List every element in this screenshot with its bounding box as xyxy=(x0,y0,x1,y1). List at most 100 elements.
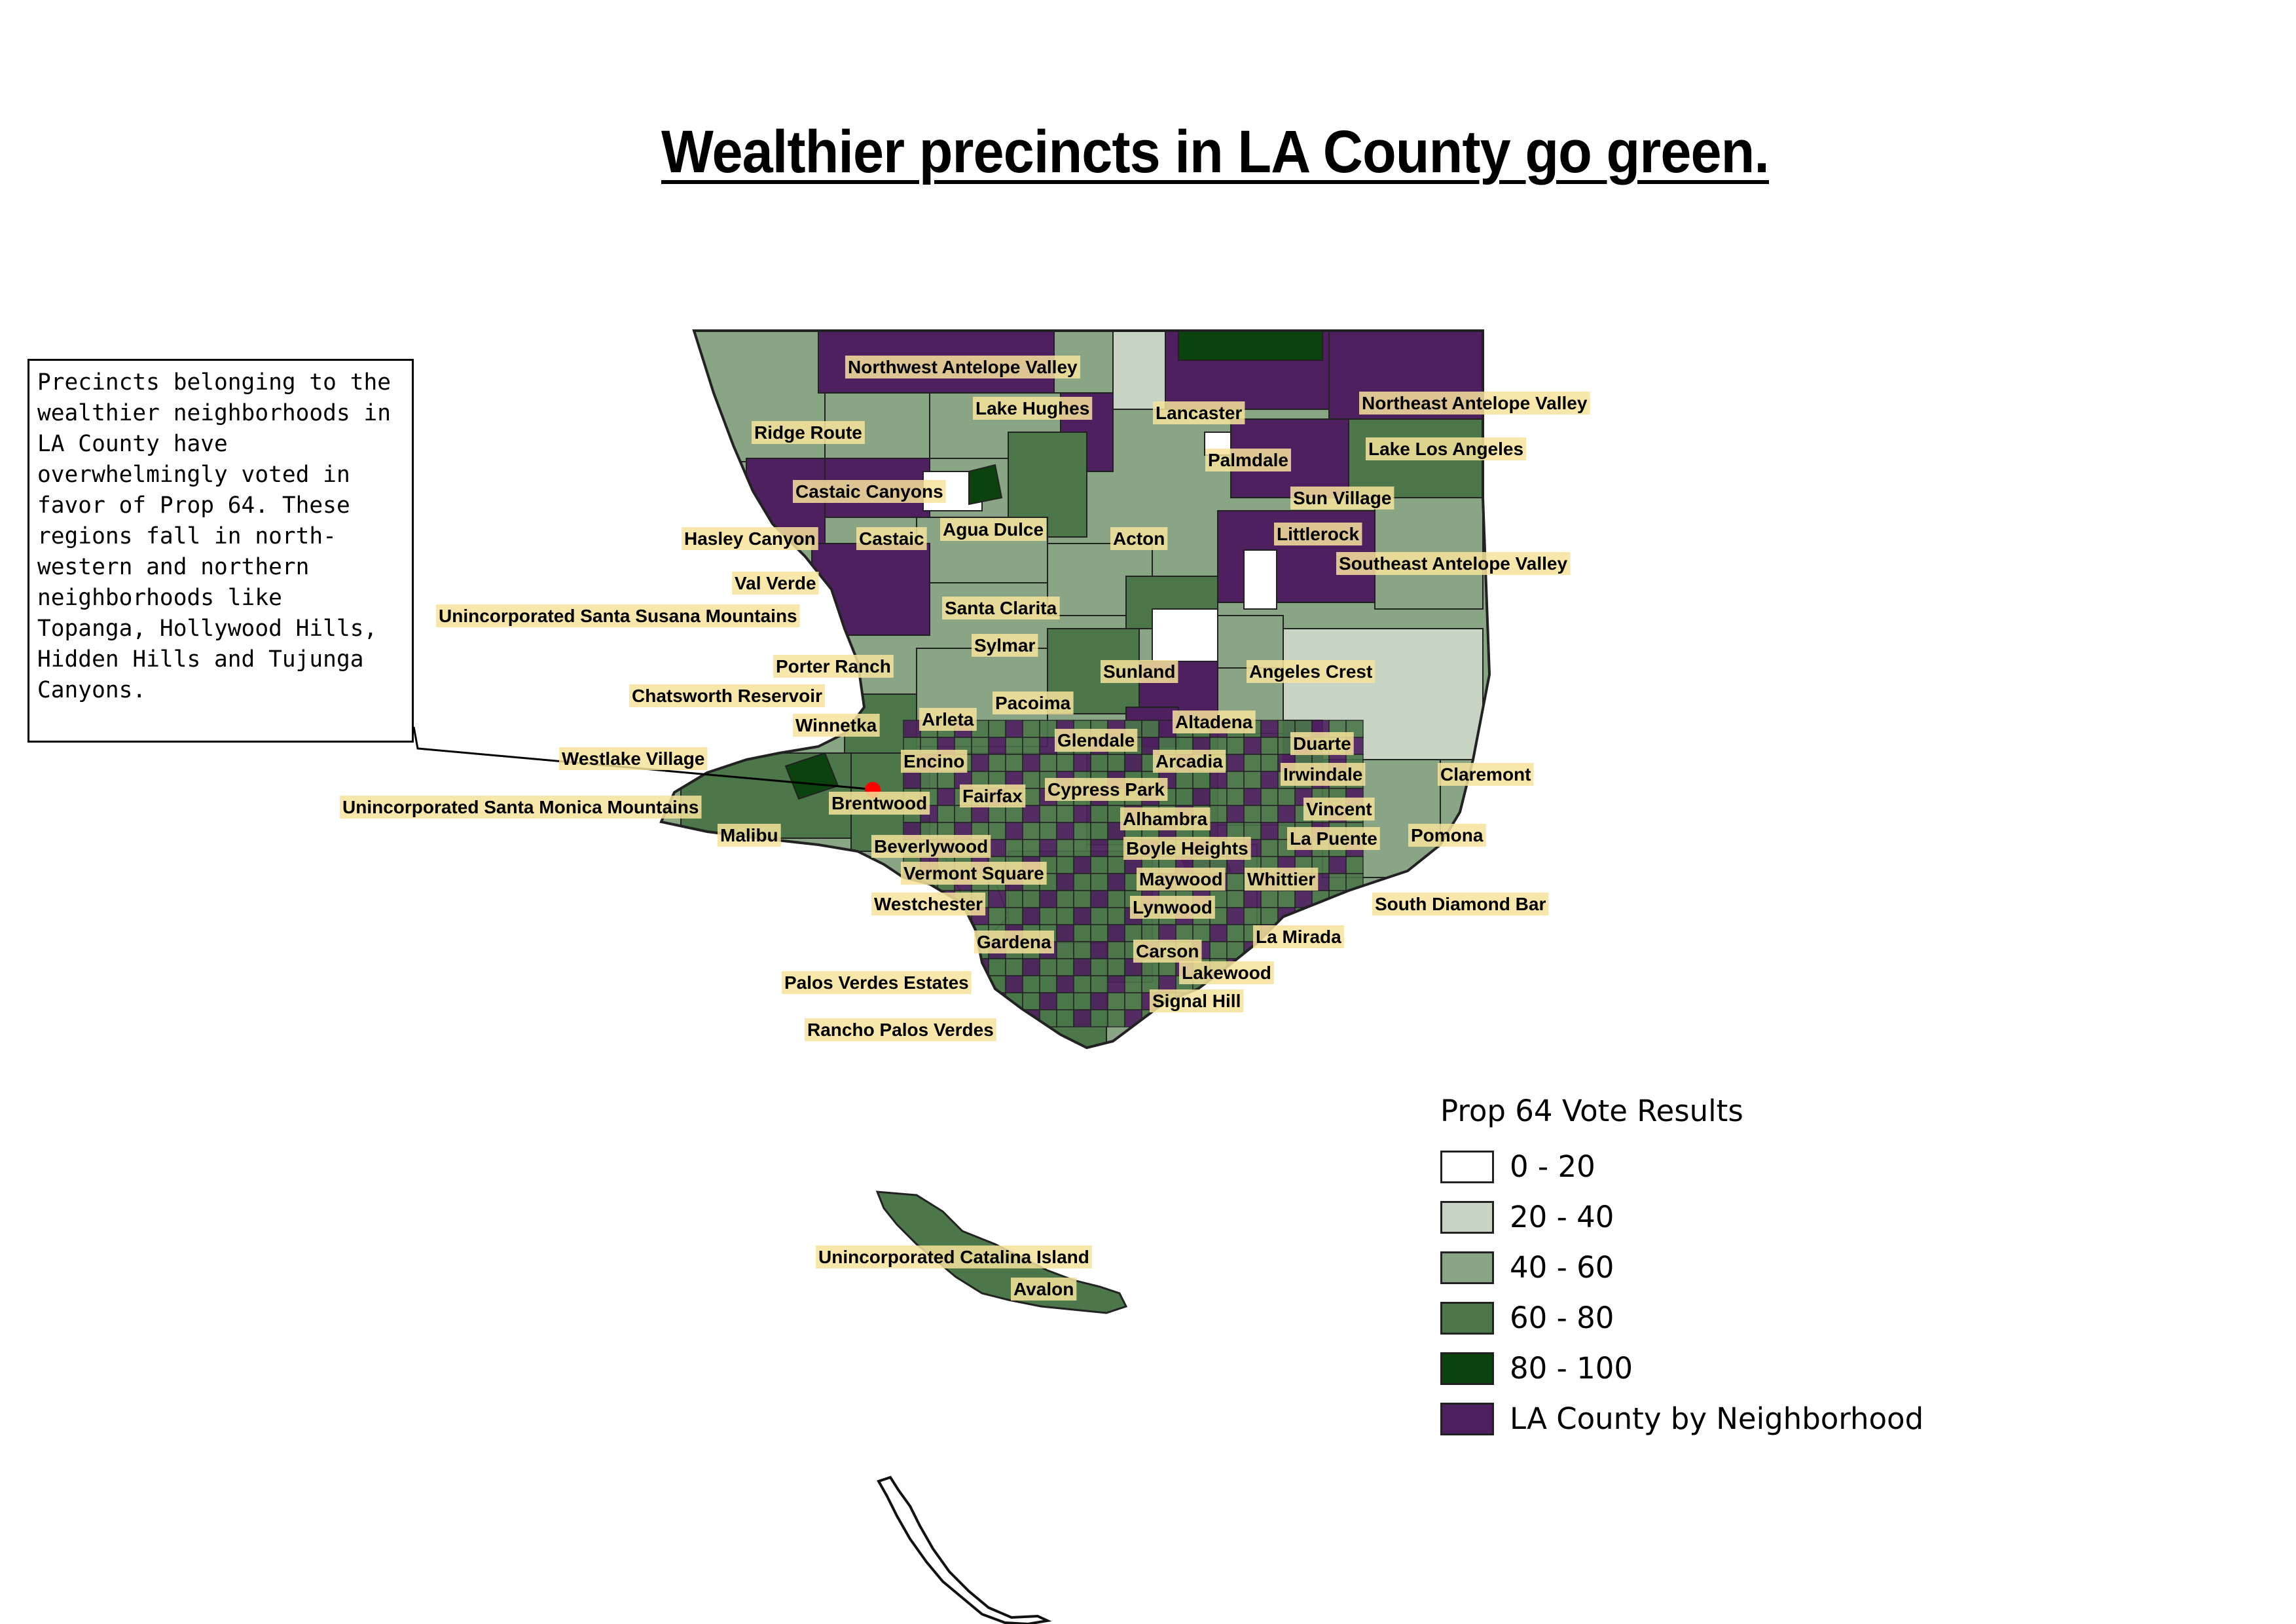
neighborhood-label-bg xyxy=(732,572,819,595)
neighborhood-name: La Puente xyxy=(1290,828,1377,849)
precinct-cell xyxy=(988,754,1006,772)
neighborhood-label-bg xyxy=(871,893,986,915)
neighborhood-label: Whittier xyxy=(1245,868,1319,891)
neighborhood-label: Westlake Village xyxy=(559,747,708,770)
neighborhood-label: Castaic Canyons xyxy=(793,480,946,503)
neighborhood-name: Irwindale xyxy=(1283,764,1362,784)
precinct-cell xyxy=(1226,737,1245,755)
neighborhood-label: Unincorporated Santa Susana Mountains xyxy=(436,604,800,627)
precinct-cell xyxy=(1226,890,1245,908)
precinct-cell xyxy=(1277,788,1296,806)
precinct-cell xyxy=(1056,941,1074,959)
precinct-cell xyxy=(1090,975,1108,993)
neighborhood-name: Porter Ranch xyxy=(776,656,891,676)
precinct-cell xyxy=(1073,958,1091,976)
precinct-cell xyxy=(971,805,989,823)
neighborhood-label: Lancaster xyxy=(1153,401,1245,424)
precinct-cell xyxy=(1090,754,1108,772)
neighborhood-label-bg xyxy=(1153,401,1245,424)
legend-title: Prop 64 Vote Results xyxy=(1440,1094,1743,1128)
precinct-cell xyxy=(1090,822,1108,840)
neighborhood-name: Carson xyxy=(1136,941,1199,961)
neighborhood-name: Agua Dulce xyxy=(943,519,1044,540)
neighborhood-name: Encino xyxy=(903,751,964,771)
legend-swatch xyxy=(1440,1402,1494,1435)
neighborhood-label-bg xyxy=(1130,896,1215,919)
precinct-cell xyxy=(1124,992,1142,1010)
precinct-cell xyxy=(920,992,938,1010)
precinct-cell xyxy=(1039,822,1057,840)
neighborhood-label-bg xyxy=(436,604,800,627)
precinct-cell xyxy=(1277,1009,1296,1027)
precinct-cell xyxy=(1107,907,1125,925)
precinct-cell xyxy=(1090,873,1108,891)
neighborhood-name: Ridge Route xyxy=(754,422,862,443)
precinct-cell xyxy=(1039,805,1057,823)
neighborhood-label-bg xyxy=(805,1018,996,1041)
neighborhood-label-bg xyxy=(856,527,927,550)
neighborhood-label-bg xyxy=(793,714,880,737)
precinct-cell xyxy=(1277,992,1296,1010)
neighborhood-name: Arleta xyxy=(922,709,974,729)
precinct-cell xyxy=(1005,1009,1023,1027)
precinct-cell xyxy=(937,941,955,959)
precinct-cell xyxy=(1005,805,1023,823)
neighborhood-name: Cypress Park xyxy=(1048,779,1165,800)
precinct-cell xyxy=(1277,975,1296,993)
precinct-cell xyxy=(1328,992,1347,1010)
precinct-cell xyxy=(1107,839,1125,857)
neighborhood-name: Westchester xyxy=(874,894,983,914)
precinct-cell xyxy=(1090,907,1108,925)
legend-swatch xyxy=(1440,1251,1494,1284)
neighborhood-label: Lynwood xyxy=(1130,896,1215,919)
neighborhood-label: South Diamond Bar xyxy=(1372,893,1549,915)
precinct-region xyxy=(811,543,930,636)
precinct-cell xyxy=(1107,890,1125,908)
neighborhood-name: Malibu xyxy=(720,825,778,845)
legend-item: LA County by Neighborhood xyxy=(1440,1393,2030,1444)
precinct-cell xyxy=(954,805,972,823)
legend-label: 0 - 20 xyxy=(1510,1149,1595,1184)
precinct-cell xyxy=(1226,771,1245,789)
precinct-cell xyxy=(988,839,1006,857)
neighborhood-name: Northwest Antelope Valley xyxy=(848,357,1078,377)
legend-swatch xyxy=(1440,1301,1494,1335)
annotation-leader-line xyxy=(412,726,870,790)
neighborhood-label-bg xyxy=(1290,732,1354,755)
neighborhood-label: Val Verde xyxy=(732,572,819,595)
precinct-cell xyxy=(1039,720,1057,738)
neighborhood-label: Sun Village xyxy=(1290,487,1394,509)
precinct-cell xyxy=(1073,907,1091,925)
legend-label: 40 - 60 xyxy=(1510,1250,1614,1285)
precinct-cell xyxy=(1311,992,1330,1010)
neighborhood-label: Maywood xyxy=(1137,868,1226,891)
precinct-cell xyxy=(1345,890,1364,908)
neighborhood-label: Hasley Canyon xyxy=(682,527,818,550)
precinct-cell xyxy=(1226,822,1245,840)
precinct-cell xyxy=(1294,975,1313,993)
precinct-cell xyxy=(1294,1009,1313,1027)
precinct-region xyxy=(1178,331,1323,361)
precinct-cell xyxy=(1141,924,1159,942)
neighborhood-label: Arcadia xyxy=(1153,750,1226,773)
neighborhood-name: Claremont xyxy=(1440,764,1531,784)
precinct-cell xyxy=(1090,941,1108,959)
neighborhood-label: Irwindale xyxy=(1281,763,1366,786)
neighborhood-name: Lancaster xyxy=(1156,403,1242,423)
precinct-cell xyxy=(1107,958,1125,976)
precinct-cell xyxy=(1243,754,1262,772)
neighborhood-label: La Mirada xyxy=(1253,925,1345,948)
precinct-cell xyxy=(1141,720,1159,738)
legend-swatch xyxy=(1440,1352,1494,1385)
precinct-cell xyxy=(903,720,921,738)
precinct-cell xyxy=(1039,975,1057,993)
precinct-region xyxy=(1243,549,1277,610)
precinct-cell xyxy=(1039,907,1057,925)
neighborhood-name: Brentwood xyxy=(831,793,927,813)
neighborhood-label-bg xyxy=(1408,824,1486,847)
neighborhood-name: Altadena xyxy=(1175,712,1253,732)
precinct-cell xyxy=(937,992,955,1010)
precinct-cell xyxy=(1022,975,1040,993)
neighborhood-label: Lakewood xyxy=(1179,961,1274,984)
annotation-box: Precincts belonging to the wealthier nei… xyxy=(27,359,414,743)
